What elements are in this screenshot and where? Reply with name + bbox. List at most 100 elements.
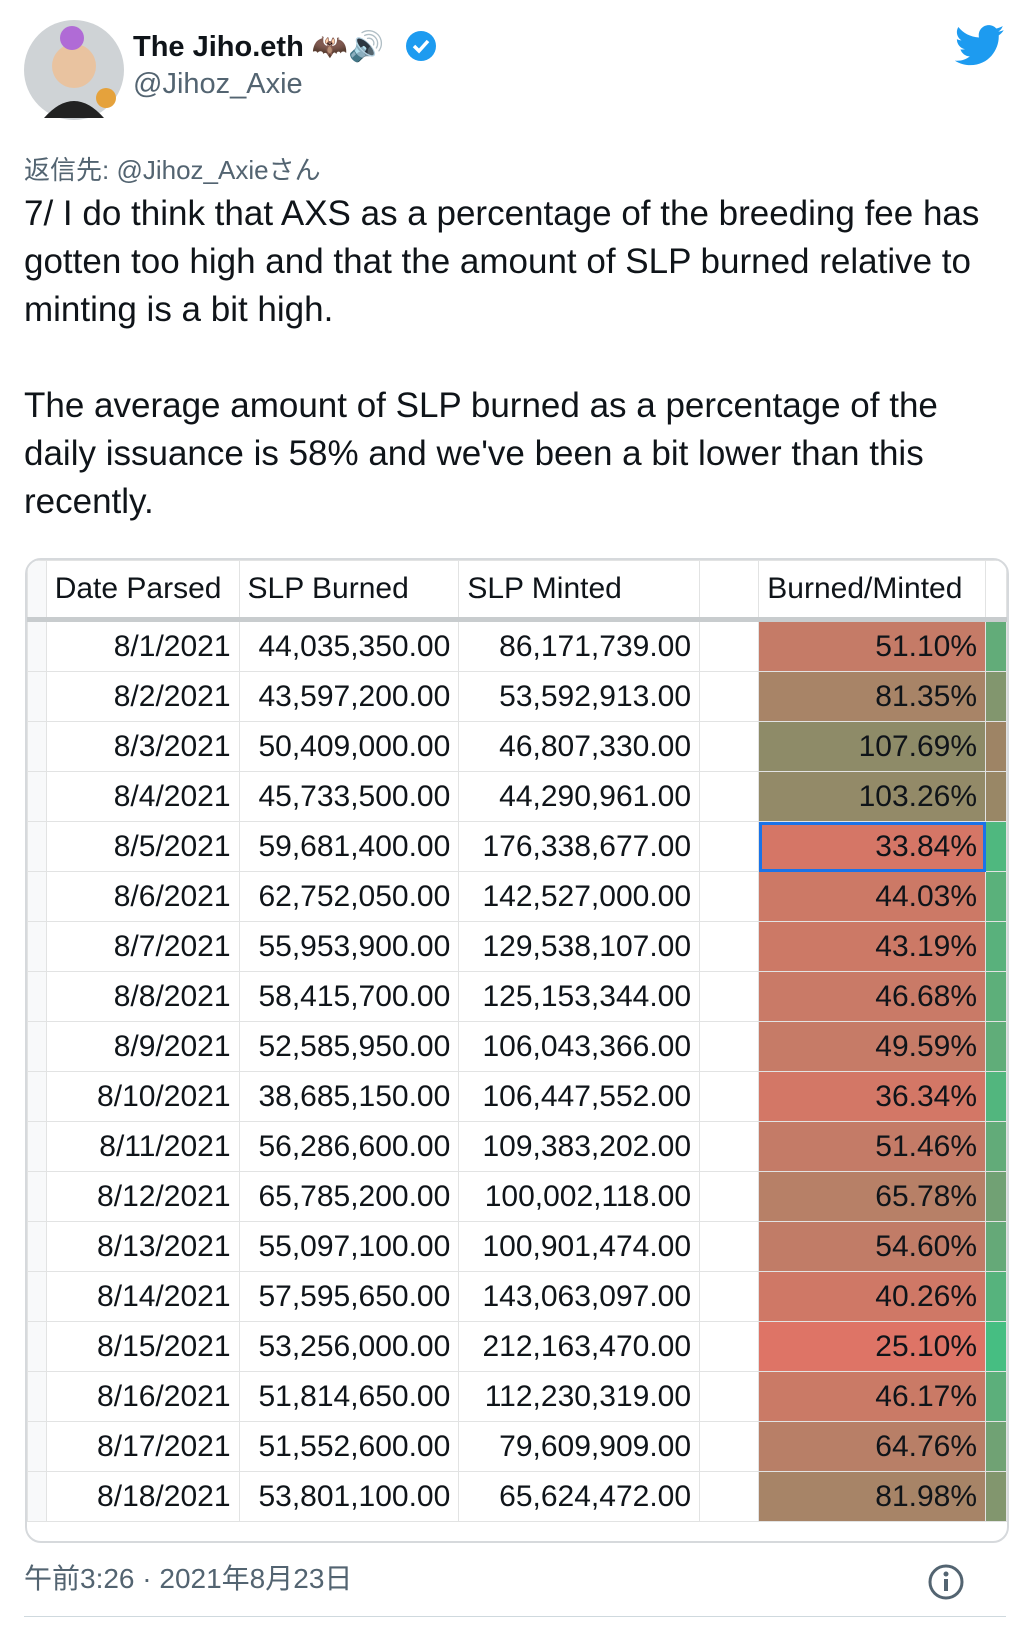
header-row: Date Parsed SLP Burned SLP Minted Burned/Mi… — [27, 560, 1007, 622]
table-cell: 53,801,100.00 — [238, 1471, 460, 1522]
table-cell: 8/4/2021 — [45, 771, 240, 822]
table-cell: 8/11/2021 — [45, 1121, 240, 1172]
row-gutter — [27, 1171, 47, 1222]
ratio-cell: 51.46% — [758, 1121, 987, 1172]
table-row: 8/3/2021 50,409,000.00 46,807,330.00 107.69… — [27, 721, 1007, 772]
table-row: 8/5/2021 59,681,400.00 176,338,677.00 33.84… — [27, 821, 1007, 872]
empty-cell — [699, 1371, 760, 1422]
table-cell: 143,063,097.00 — [458, 1271, 701, 1322]
table-cell: 45,733,500.00 — [238, 771, 460, 822]
empty-cell — [699, 771, 760, 822]
handle[interactable]: @Jihoz_Axie — [133, 68, 303, 100]
cut-cell — [985, 1021, 1007, 1072]
row-gutter — [27, 1371, 47, 1422]
table-cell: 8/6/2021 — [45, 871, 240, 922]
table-cell: 8/9/2021 — [45, 1021, 240, 1072]
table-cell: 51,552,600.00 — [238, 1421, 460, 1472]
table-cell: 8/2/2021 — [45, 671, 240, 722]
row-gutter — [27, 721, 47, 772]
empty-cell — [699, 1171, 760, 1222]
row-gutter — [27, 560, 47, 622]
table-cell: 8/1/2021 — [45, 619, 240, 672]
row-gutter — [27, 1471, 47, 1522]
cut-cell — [985, 971, 1007, 1022]
table-row: 8/1/2021 44,035,350.00 86,171,739.00 51.10% — [27, 619, 1007, 672]
row-gutter — [27, 1221, 47, 1272]
table-cell: 106,447,552.00 — [458, 1071, 701, 1122]
column-header: SLP Minted — [458, 560, 701, 622]
table-cell: 44,290,961.00 — [458, 771, 701, 822]
table-cell: 8/10/2021 — [45, 1071, 240, 1122]
table-cell: 8/5/2021 — [45, 821, 240, 872]
table-cell: 8/3/2021 — [45, 721, 240, 772]
ratio-cell: 44.03% — [758, 871, 987, 922]
row-gutter — [27, 1421, 47, 1472]
display-name[interactable]: The Jiho.eth 🦇🔊 — [133, 31, 385, 63]
reply-to[interactable]: 返信先: @Jihoz_Axieさん — [24, 155, 321, 185]
table-row: 8/12/2021 65,785,200.00 100,002,118.00 65.7… — [27, 1171, 1007, 1222]
cut-cell — [985, 771, 1007, 822]
table-cell: 51,814,650.00 — [238, 1371, 460, 1422]
ratio-cell: 81.35% — [758, 671, 987, 722]
row-gutter — [27, 771, 47, 822]
table-row: 8/2/2021 43,597,200.00 53,592,913.00 81.35% — [27, 671, 1007, 722]
ratio-cell: 51.10% — [758, 619, 987, 672]
row-gutter — [27, 1121, 47, 1172]
table-cell: 55,953,900.00 — [238, 921, 460, 972]
ratio-cell: 43.19% — [758, 921, 987, 972]
table-cell: 8/18/2021 — [45, 1471, 240, 1522]
table-cell: 38,685,150.00 — [238, 1071, 460, 1122]
empty-cell — [699, 1271, 760, 1322]
table-cell: 62,752,050.00 — [238, 871, 460, 922]
table-cell: 65,624,472.00 — [458, 1471, 701, 1522]
paragraph: 7/ I do think that AXS as a percentage o… — [24, 194, 980, 329]
table-cell: 8/14/2021 — [45, 1271, 240, 1322]
cut-cell — [985, 1121, 1007, 1172]
empty-cell — [699, 619, 760, 672]
cut-cell — [985, 560, 1007, 622]
ratio-cell: 40.26% — [758, 1271, 987, 1322]
table-cell: 56,286,600.00 — [238, 1121, 460, 1172]
table-cell: 125,153,344.00 — [458, 971, 701, 1022]
table-cell: 43,597,200.00 — [238, 671, 460, 722]
ratio-cell: 36.34% — [758, 1071, 987, 1122]
empty-cell — [699, 1071, 760, 1122]
avatar[interactable] — [22, 18, 126, 122]
table-row: 8/9/2021 52,585,950.00 106,043,366.00 49.59… — [27, 1021, 1007, 1072]
empty-cell — [699, 871, 760, 922]
row-gutter — [27, 821, 47, 872]
table-cell: 86,171,739.00 — [458, 619, 701, 672]
table-row: 8/13/2021 55,097,100.00 100,901,474.00 54.6… — [27, 1221, 1007, 1272]
table-row: 8/10/2021 38,685,150.00 106,447,552.00 36.3… — [27, 1071, 1007, 1122]
cut-cell — [985, 671, 1007, 722]
cut-cell — [985, 1071, 1007, 1122]
table-cell: 55,097,100.00 — [238, 1221, 460, 1272]
row-gutter — [27, 1071, 47, 1122]
table-cell: 8/12/2021 — [45, 1171, 240, 1222]
table-row: 8/17/2021 51,552,600.00 79,609,909.00 64.76… — [27, 1421, 1007, 1472]
cut-cell — [985, 1471, 1007, 1522]
table-cell: 8/15/2021 — [45, 1321, 240, 1372]
table-row: 8/8/2021 58,415,700.00 125,153,344.00 46.68… — [27, 971, 1007, 1022]
empty-cell — [699, 1421, 760, 1472]
table-row: 8/18/2021 53,801,100.00 65,624,472.00 81.98… — [27, 1471, 1007, 1522]
table-cell: 57,595,650.00 — [238, 1271, 460, 1322]
cut-cell — [985, 1221, 1007, 1272]
timestamp[interactable]: 午前3:26 · 2021年8月23日 — [24, 1563, 353, 1594]
table: Date Parsed SLP Burned SLP Minted Burned/Mi… — [27, 560, 1007, 1522]
ratio-cell: 64.76% — [758, 1421, 987, 1472]
cut-cell — [985, 721, 1007, 772]
row-gutter — [27, 1271, 47, 1322]
row-gutter — [27, 1321, 47, 1372]
table-row: 8/15/2021 53,256,000.00 212,163,470.00 25.1… — [27, 1321, 1007, 1372]
ratio-cell: 49.59% — [758, 1021, 987, 1072]
tweet-text: 7/ I do think that AXS as a percentage o… — [24, 190, 1004, 574]
twitter-logo[interactable] — [955, 25, 1005, 67]
table-image[interactable]: Date Parsed SLP Burned SLP Minted Burned/Mi… — [25, 558, 1009, 1543]
row-gutter — [27, 1021, 47, 1072]
table-cell: 8/17/2021 — [45, 1421, 240, 1472]
info-icon[interactable] — [927, 1563, 965, 1601]
empty-cell — [699, 1221, 760, 1272]
ratio-cell: 103.26% — [758, 771, 987, 822]
table-cell: 109,383,202.00 — [458, 1121, 701, 1172]
